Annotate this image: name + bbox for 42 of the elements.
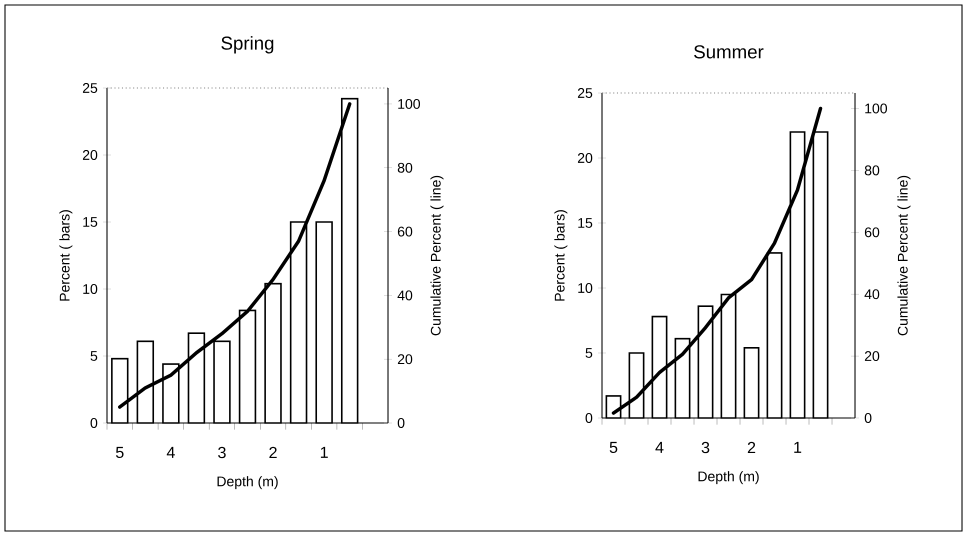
y-tick-label: 15 <box>83 217 98 227</box>
y2-tick-label: 60 <box>398 226 412 237</box>
y-tick-label: 5 <box>586 348 592 358</box>
y2-tick-label: 0 <box>398 418 404 428</box>
x-tick-label: 5 <box>610 442 618 454</box>
chart-title: Summer <box>694 45 764 58</box>
y-tick-label: 0 <box>90 418 98 428</box>
x-tick-label: 4 <box>655 442 664 453</box>
y2-tick-label: 80 <box>398 162 412 173</box>
y-tick-label: 25 <box>82 83 98 93</box>
y2-tick-label: 20 <box>864 351 880 362</box>
x-axis-title: Depth (m) <box>698 471 759 484</box>
y2-axis-title: Cumulative Percent ( line) <box>897 176 910 336</box>
y-tick-label: 10 <box>578 283 592 293</box>
y2-tick-label: 40 <box>864 289 880 300</box>
chart-title: Spring <box>221 36 274 54</box>
y-tick-label: 25 <box>578 88 592 98</box>
x-tick-label: 2 <box>748 442 756 454</box>
x-tick-label: 5 <box>116 446 124 458</box>
x-tick-label: 1 <box>320 446 328 458</box>
x-tick-label: 3 <box>218 446 226 458</box>
x-tick-label: 2 <box>269 446 277 458</box>
x-tick-label: 4 <box>166 446 175 458</box>
y2-tick-label: 100 <box>398 99 420 109</box>
x-tick-label: 1 <box>794 442 802 453</box>
y-axis-title: Percent ( bars) <box>59 210 72 301</box>
y-axis-title: Percent ( bars) <box>554 210 568 301</box>
y2-tick-label: 0 <box>864 413 872 423</box>
y-tick-label: 5 <box>90 351 98 361</box>
y2-tick-label: 20 <box>398 354 412 364</box>
y2-tick-label: 80 <box>864 165 880 176</box>
y-tick-label: 20 <box>82 150 98 160</box>
y2-tick-label: 40 <box>398 290 412 300</box>
x-axis-title: Depth (m) <box>218 476 278 490</box>
y-tick-label: 10 <box>83 284 98 294</box>
y2-tick-label: 100 <box>865 104 888 114</box>
y2-tick-label: 60 <box>864 227 880 238</box>
y2-axis-title: Cumulative Percent ( line) <box>430 176 444 336</box>
y-tick-label: 0 <box>586 413 592 423</box>
y-tick-label: 15 <box>578 218 592 228</box>
x-tick-label: 3 <box>702 442 710 454</box>
y-tick-label: 20 <box>578 153 592 163</box>
